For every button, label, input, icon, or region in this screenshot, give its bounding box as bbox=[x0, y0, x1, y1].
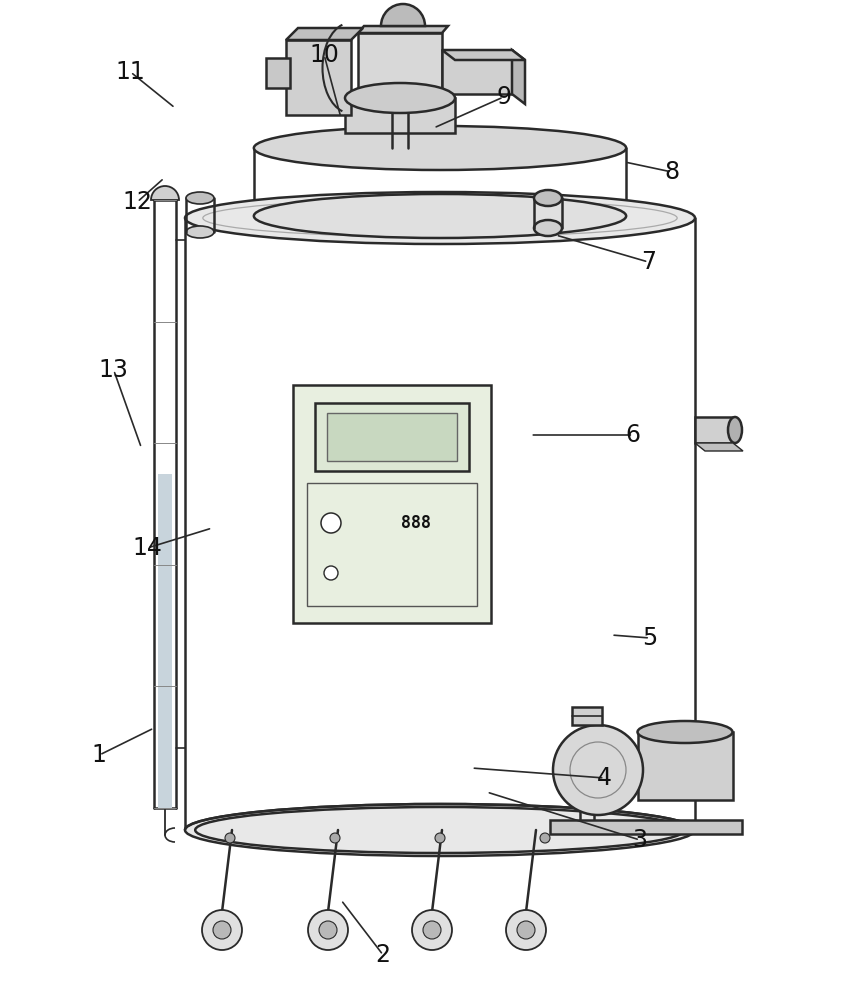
Text: 12: 12 bbox=[122, 190, 152, 214]
Text: 10: 10 bbox=[309, 43, 339, 67]
Bar bbox=[638, 732, 733, 800]
Bar bbox=[293, 385, 491, 623]
Bar bbox=[550, 820, 742, 834]
Text: 9: 9 bbox=[496, 85, 511, 109]
Ellipse shape bbox=[185, 192, 695, 244]
Bar bbox=[158, 474, 172, 808]
Ellipse shape bbox=[253, 194, 626, 238]
Circle shape bbox=[321, 513, 341, 533]
Polygon shape bbox=[512, 50, 525, 104]
Bar bbox=[695, 417, 733, 443]
Ellipse shape bbox=[253, 126, 626, 170]
Text: 13: 13 bbox=[99, 358, 129, 382]
Text: 888: 888 bbox=[401, 514, 431, 532]
Bar bbox=[442, 50, 512, 94]
Bar bbox=[286, 40, 351, 115]
Text: 14: 14 bbox=[132, 536, 163, 560]
Circle shape bbox=[423, 921, 441, 939]
Text: 2: 2 bbox=[376, 943, 391, 967]
Bar bbox=[345, 98, 455, 133]
Wedge shape bbox=[381, 4, 425, 26]
Ellipse shape bbox=[534, 190, 562, 206]
Bar bbox=[327, 413, 457, 461]
Circle shape bbox=[435, 833, 445, 843]
Ellipse shape bbox=[534, 220, 562, 236]
Text: 11: 11 bbox=[115, 60, 146, 84]
Bar bbox=[307, 483, 477, 606]
Circle shape bbox=[412, 910, 452, 950]
Bar bbox=[358, 33, 442, 98]
Ellipse shape bbox=[637, 721, 733, 743]
Text: 6: 6 bbox=[626, 423, 641, 447]
Text: 8: 8 bbox=[664, 160, 679, 184]
Circle shape bbox=[517, 921, 535, 939]
Bar bbox=[572, 707, 602, 725]
Polygon shape bbox=[358, 26, 448, 33]
Circle shape bbox=[506, 910, 546, 950]
Text: 3: 3 bbox=[632, 828, 647, 852]
Circle shape bbox=[553, 725, 643, 815]
Wedge shape bbox=[151, 186, 179, 200]
Polygon shape bbox=[695, 443, 743, 451]
Ellipse shape bbox=[345, 83, 455, 113]
Ellipse shape bbox=[728, 417, 742, 443]
Text: 7: 7 bbox=[641, 250, 656, 274]
Ellipse shape bbox=[185, 804, 695, 856]
Ellipse shape bbox=[186, 226, 214, 238]
Circle shape bbox=[213, 921, 231, 939]
Circle shape bbox=[225, 833, 235, 843]
Bar bbox=[315, 403, 469, 471]
Polygon shape bbox=[286, 28, 363, 40]
Text: 1: 1 bbox=[92, 743, 107, 767]
Circle shape bbox=[319, 921, 337, 939]
Ellipse shape bbox=[186, 192, 214, 204]
Text: 5: 5 bbox=[642, 626, 658, 650]
Circle shape bbox=[324, 566, 338, 580]
Bar bbox=[266, 58, 290, 88]
Circle shape bbox=[308, 910, 348, 950]
Polygon shape bbox=[442, 50, 525, 60]
Circle shape bbox=[330, 833, 340, 843]
Circle shape bbox=[540, 833, 550, 843]
Circle shape bbox=[202, 910, 242, 950]
Text: 4: 4 bbox=[597, 766, 612, 790]
